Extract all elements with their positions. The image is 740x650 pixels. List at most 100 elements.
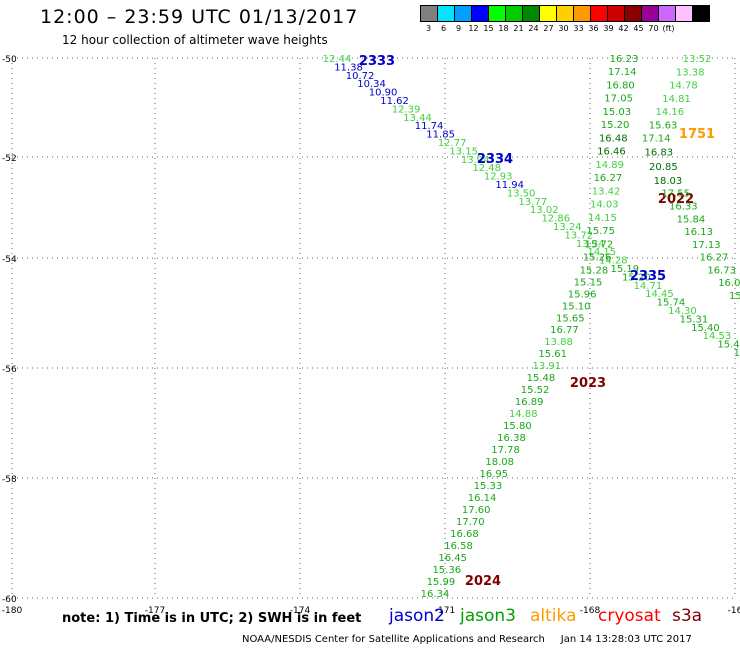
wave-height-reading: 17.14 <box>642 134 671 145</box>
wave-height-reading: 14.45 <box>645 289 674 300</box>
wave-height-reading: 15.65 <box>556 313 585 324</box>
legend-label: 39 <box>603 24 614 33</box>
wave-height-reading: 17.70 <box>456 517 485 528</box>
legend-label: 21 <box>513 24 524 33</box>
legend-label: 27 <box>543 24 554 33</box>
legend-label: 6 <box>440 24 447 33</box>
pass-number-label: 2335 <box>630 269 666 284</box>
wave-height-reading: 17.13 <box>692 240 721 251</box>
wave-height-reading: 14.89 <box>595 160 624 171</box>
legend-label: 30 <box>558 24 569 33</box>
lat-tick-label: -56 <box>2 365 17 375</box>
lon-tick-label: -168 <box>580 606 601 616</box>
wave-height-reading: 12.44 <box>323 54 352 65</box>
altimeter-track: 13.52 13.38 14.78 14.81 14.16 15.63 17.14 16.83… <box>642 54 740 302</box>
legend-label: 12 <box>468 24 479 33</box>
wave-height-reading: 15.63 <box>649 120 678 131</box>
wave-height-reading: 16.77 <box>550 325 579 336</box>
wave-height-reading: 20.85 <box>649 162 678 173</box>
wave-height-reading: 12.77 <box>438 138 467 149</box>
wave-height-reading: 16.80 <box>606 80 635 91</box>
wave-height-reading: 16.14 <box>468 493 497 504</box>
wave-height-reading: 14.28 <box>599 256 628 267</box>
legend-label: 9 <box>455 24 462 33</box>
lon-tick-label: -174 <box>290 606 311 616</box>
wave-height-reading: 18.03 <box>654 176 683 187</box>
credit-line: NOAA/NESDIS Center for Satellite Applica… <box>242 634 692 645</box>
wave-height-reading: 16.23 <box>610 54 639 65</box>
wave-height-reading: 16.46 <box>597 147 626 158</box>
wave-height-reading: 15.61 <box>538 349 567 360</box>
wave-height-reading: 15.4 <box>717 340 739 351</box>
pass-number-label: 2023 <box>570 376 606 391</box>
wave-height-reading: 14.71 <box>634 281 663 292</box>
satellite-s3a: s3a <box>672 606 703 626</box>
wave-height-reading: 13.34 <box>576 239 605 250</box>
pass-number-label: 1751 <box>679 127 715 142</box>
wave-height-reading: 15.84 <box>677 214 706 225</box>
lon-tick-label: -171 <box>435 606 455 616</box>
lat-tick-label: -50 <box>2 55 17 65</box>
wave-height-reading: 16.0 <box>718 278 740 289</box>
wave-height-reading: 13.52 <box>683 54 712 65</box>
legend-label: 42 <box>618 24 629 33</box>
lon-tick-label: -180 <box>2 606 23 616</box>
wave-height-reading: 13.42 <box>592 186 621 197</box>
wave-height-reading: 16.27 <box>700 253 729 264</box>
wave-height-reading: 17.14 <box>608 67 637 78</box>
wave-height-reading: 14.15 <box>588 213 617 224</box>
wave-height-reading: 11.38 <box>334 62 363 73</box>
wave-height-reading: 15.10 <box>562 301 591 312</box>
wave-height-reading: 16.73 <box>707 265 736 276</box>
wave-height-reading: 15.52 <box>521 385 550 396</box>
wave-height-reading: 17.78 <box>491 445 520 456</box>
wave-height-reading: 15.20 <box>601 120 630 131</box>
credit-text: NOAA/NESDIS Center for Satellite Applica… <box>242 634 545 645</box>
lat-tick-label: -52 <box>2 154 17 164</box>
legend-swatch <box>692 5 710 22</box>
wave-height-reading: 16.58 <box>444 541 473 552</box>
satellite-jason3: jason3 <box>460 606 516 626</box>
altimeter-tracks: 12.4411.3810.7210.3410.9011.6212.3913.44… <box>323 54 740 600</box>
wave-height-reading: 14.53 <box>703 331 732 342</box>
lon-tick-label: -16 <box>728 606 740 616</box>
wave-height-reading: 13.38 <box>676 67 705 78</box>
wave-height-reading: 15.03 <box>603 107 632 118</box>
wave-height-reading: 13.91 <box>532 361 561 372</box>
satellite-altika: altika <box>530 606 577 626</box>
wave-height-reading: 15.19 <box>611 264 640 275</box>
credit-timestamp: Jan 14 13:28:03 UTC 2017 <box>560 634 692 645</box>
legend-label: 3 <box>425 24 432 33</box>
wave-height-reading: 12.93 <box>484 172 513 183</box>
wave-height-reading: 15.96 <box>568 289 597 300</box>
altimeter-track: 16.23 17.14 16.80 17.05 15.03 15.20 16.48 16.46… <box>421 54 694 600</box>
wave-height-reading: 16.33 <box>669 202 698 213</box>
wave-height-reading: 15.36 <box>432 565 461 576</box>
wave-height-reading: 16.95 <box>480 469 509 480</box>
wave-height-reading: 13.77 <box>518 197 547 208</box>
wave-height-reading: 16.48 <box>599 133 628 144</box>
wave-height-reading: 16.38 <box>497 433 526 444</box>
legend-labels: 3 6 9 12 15 18 21 24 27 30 33 36 39 42 4… <box>421 24 710 33</box>
wave-height-reading: 13.24 <box>553 222 582 233</box>
pass-number-label: 2334 <box>477 152 513 167</box>
legend-label: 45 <box>633 24 644 33</box>
wave-height-reading: 17.05 <box>604 94 633 105</box>
wave-height-reading: 14.78 <box>669 81 698 92</box>
wave-height-reading: 14.16 <box>655 107 684 118</box>
legend-swatches <box>420 5 710 22</box>
satellite-jason2: jason2 <box>389 606 445 626</box>
legend-label: 70 <box>648 24 659 33</box>
color-legend: 3 6 9 12 15 18 21 24 27 30 33 36 39 42 4… <box>420 5 710 33</box>
lat-lon-grid <box>11 57 736 599</box>
wave-height-reading: 11.62 <box>380 96 409 107</box>
wave-height-reading: 13.88 <box>544 337 573 348</box>
wave-height-reading: 15.15 <box>574 277 603 288</box>
altimeter-track: 12.4411.3810.7210.3410.9011.6212.3913.44… <box>323 54 740 359</box>
wave-height-reading: 17.60 <box>462 505 491 516</box>
wave-height-reading: 15. <box>729 291 740 302</box>
wave-height-reading: 11.74 <box>415 121 444 132</box>
wave-height-reading: 17.55 <box>661 189 690 200</box>
legend-label: 36 <box>588 24 599 33</box>
